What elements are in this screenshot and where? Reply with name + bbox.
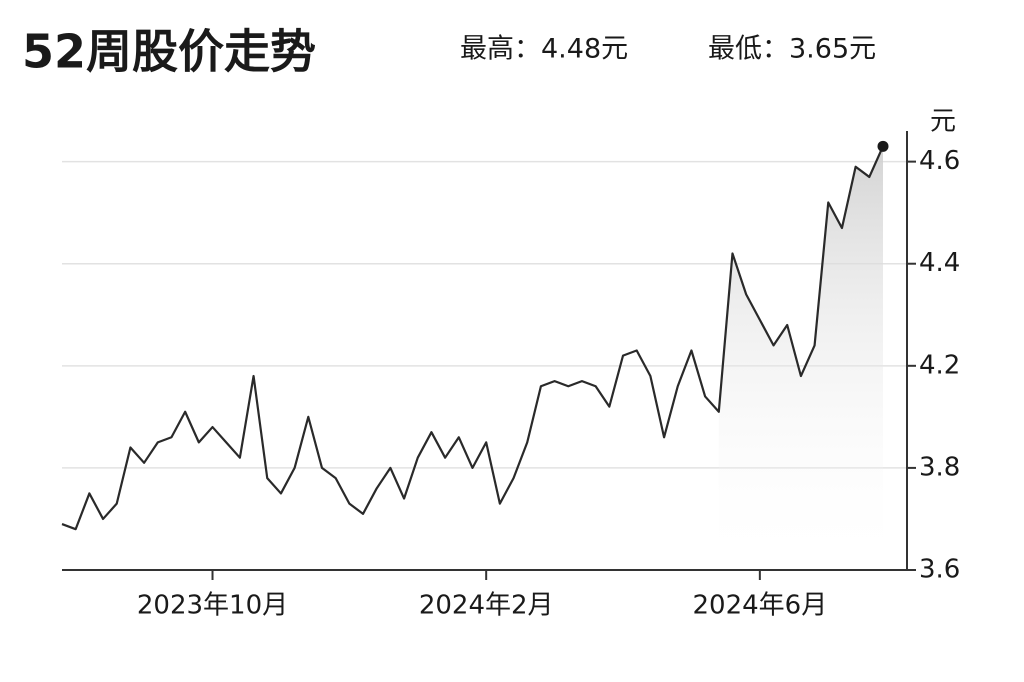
x-tick-label: 2024年2月 <box>419 591 554 621</box>
y-tick-label: 3.6 <box>919 555 960 585</box>
x-tick-label: 2023年10月 <box>137 591 288 621</box>
y-tick-label: 4.6 <box>919 146 960 176</box>
x-tick-label: 2024年6月 <box>692 591 827 621</box>
y-tick-label: 4.2 <box>919 350 960 380</box>
last-point <box>877 140 889 152</box>
price-line <box>61 145 885 531</box>
low-label: 最低：3.65元 <box>708 34 876 65</box>
y-tick-label: 4.4 <box>919 248 960 278</box>
chart-title: 52周股价走势 <box>22 25 316 79</box>
area-shade <box>718 146 883 570</box>
y-tick-label: 3.8 <box>919 452 960 482</box>
y-axis-unit: 元 <box>930 107 956 137</box>
high-label: 最高：4.48元 <box>460 34 628 65</box>
